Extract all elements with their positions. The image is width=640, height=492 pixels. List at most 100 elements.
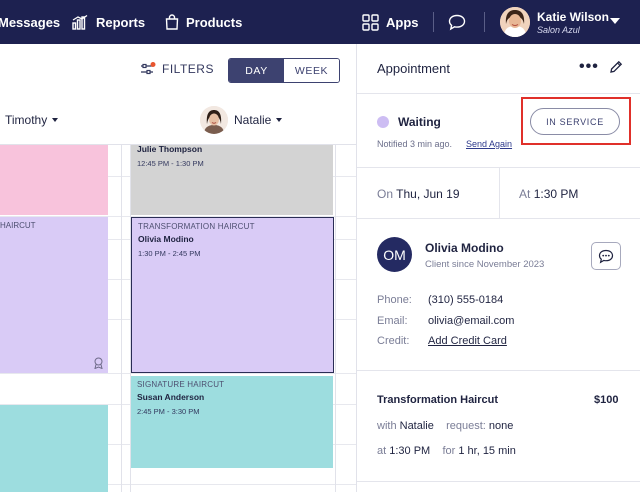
divider: [357, 481, 640, 482]
client-name[interactable]: Olivia Modino: [425, 241, 504, 255]
nav-products-label: Products: [186, 14, 243, 30]
user-name[interactable]: Katie Wilson: [537, 10, 609, 24]
chevron-down-icon: [52, 118, 59, 122]
nav-reports-label: Reports: [96, 14, 146, 30]
time-field: At 1:30 PM: [519, 187, 578, 201]
appointment-time: 2:45 PM - 3:30 PM: [137, 407, 200, 416]
appointment-olivia[interactable]: TRANSFORMATION HAIRCUT Olivia Modino 1:3…: [131, 217, 334, 373]
grid-line: [335, 145, 336, 492]
time-value: 1:30 PM: [533, 187, 579, 201]
service-time-line: at 1:30 PM for 1 hr, 15 min: [377, 445, 516, 457]
chevron-down-icon: [276, 118, 283, 122]
filters-button[interactable]: FILTERS: [140, 62, 214, 76]
highlight-box: [521, 97, 631, 145]
user-avatar[interactable]: [500, 7, 530, 37]
staff-header: Timothy Natalie: [0, 100, 356, 144]
date-field: On Thu, Jun 19: [377, 187, 460, 201]
appointment-client: Julie Thompson: [137, 144, 203, 154]
client-avatar[interactable]: OM: [377, 237, 412, 272]
appointment-service: HAIRCUT: [0, 221, 36, 230]
divider: [357, 218, 640, 219]
appointment-client: Olivia Modino: [138, 234, 194, 244]
with-label: with: [377, 420, 397, 432]
appointment-time: 12:45 PM - 1:30 PM: [137, 159, 204, 168]
send-again-link[interactable]: Send Again: [466, 139, 513, 149]
phone-label: Phone:: [377, 294, 412, 306]
nav-products[interactable]: Products: [165, 0, 242, 44]
on-label: On: [377, 187, 394, 201]
appointment-susan[interactable]: SIGNATURE HAIRCUT Susan Anderson 2:45 PM…: [131, 376, 333, 468]
email-value[interactable]: olivia@email.com: [428, 315, 515, 327]
at-label: at: [377, 445, 387, 457]
chevron-down-icon[interactable]: [610, 18, 620, 24]
shopping-bag-icon: [165, 14, 179, 30]
pencil-icon[interactable]: [609, 60, 623, 74]
phone-value[interactable]: (310) 555-0184: [428, 294, 504, 306]
nav-divider: [484, 12, 485, 32]
staff-avatar: [200, 106, 228, 134]
at-value: 1:30 PM: [389, 445, 431, 457]
appointment-julie[interactable]: Julie Thompson 12:45 PM - 1:30 PM: [131, 144, 333, 215]
appointment-block[interactable]: [0, 405, 108, 492]
add-credit-card-link[interactable]: Add Credit Card: [428, 335, 507, 347]
service-name: Transformation Haircut: [377, 394, 499, 406]
more-options-icon[interactable]: •••: [579, 58, 599, 75]
top-nav: Messages Reports Products Apps: [0, 0, 640, 44]
nav-reports[interactable]: Reports: [72, 0, 145, 44]
day-view-button[interactable]: DAY: [229, 59, 284, 82]
status-text: Waiting: [398, 115, 441, 129]
status-dot: [377, 116, 389, 128]
appointment-time: 1:30 PM - 2:45 PM: [138, 249, 201, 258]
grid-line: [121, 145, 122, 492]
staff-name: Timothy: [5, 113, 48, 127]
with-value: Natalie: [399, 420, 434, 432]
nav-messages-label: Messages: [0, 14, 61, 30]
week-view-button[interactable]: WEEK: [284, 59, 339, 82]
staff-natalie[interactable]: Natalie: [200, 100, 283, 140]
divider: [357, 167, 640, 168]
panel-title: Appointment: [377, 61, 450, 76]
divider: [499, 168, 500, 218]
user-salon: Salon Azul: [537, 25, 580, 35]
appointment-panel: Appointment ••• Waiting Notified 3 min a…: [356, 44, 640, 492]
message-client-button[interactable]: [591, 242, 621, 270]
chat-bubble-icon: [448, 14, 466, 30]
user-photo-icon: [500, 7, 530, 37]
sliders-icon: [141, 62, 156, 75]
service-price: $100: [594, 394, 619, 406]
nav-apps[interactable]: Apps: [362, 0, 419, 44]
chat-bubble-icon: [598, 249, 614, 264]
view-toggle: DAY WEEK: [228, 58, 340, 83]
grid-line: [0, 484, 356, 485]
request-label: request:: [446, 420, 486, 432]
grid-line: [130, 145, 131, 492]
request-value: none: [488, 420, 514, 432]
calendar-toolbar: FILTERS DAY WEEK: [0, 44, 356, 100]
appointment-block[interactable]: HAIRCUT: [0, 217, 108, 373]
appointment-service: TRANSFORMATION HAIRCUT: [138, 222, 255, 231]
nav-apps-label: Apps: [386, 14, 419, 30]
appointment-client: Susan Anderson: [137, 392, 205, 402]
date-value: Thu, Jun 19: [396, 187, 460, 201]
badge-icon: [94, 357, 103, 369]
divider: [357, 370, 640, 371]
in-service-button[interactable]: IN SERVICE: [530, 108, 620, 135]
grid-icon: [362, 13, 379, 31]
grid-line: [0, 373, 356, 374]
filters-label: FILTERS: [162, 62, 214, 76]
appointment-service: SIGNATURE HAIRCUT: [137, 380, 225, 389]
nav-divider: [433, 12, 434, 32]
client-since: Client since November 2023: [425, 259, 545, 270]
service-staff-line: with Natalie request: none: [377, 420, 513, 432]
credit-label: Credit:: [377, 335, 410, 347]
staff-timothy[interactable]: Timothy: [5, 100, 59, 140]
email-label: Email:: [377, 315, 408, 327]
nav-messages[interactable]: Messages: [0, 0, 60, 44]
staff-photo-icon: [200, 106, 228, 134]
divider: [357, 93, 640, 94]
grid-line: [0, 216, 356, 217]
staff-name: Natalie: [234, 113, 272, 127]
appointment-block[interactable]: [0, 145, 108, 215]
chat-button[interactable]: [448, 0, 473, 44]
calendar-grid: HAIRCUT Julie Thompson 12:45 PM - 1:30 P…: [0, 144, 356, 492]
